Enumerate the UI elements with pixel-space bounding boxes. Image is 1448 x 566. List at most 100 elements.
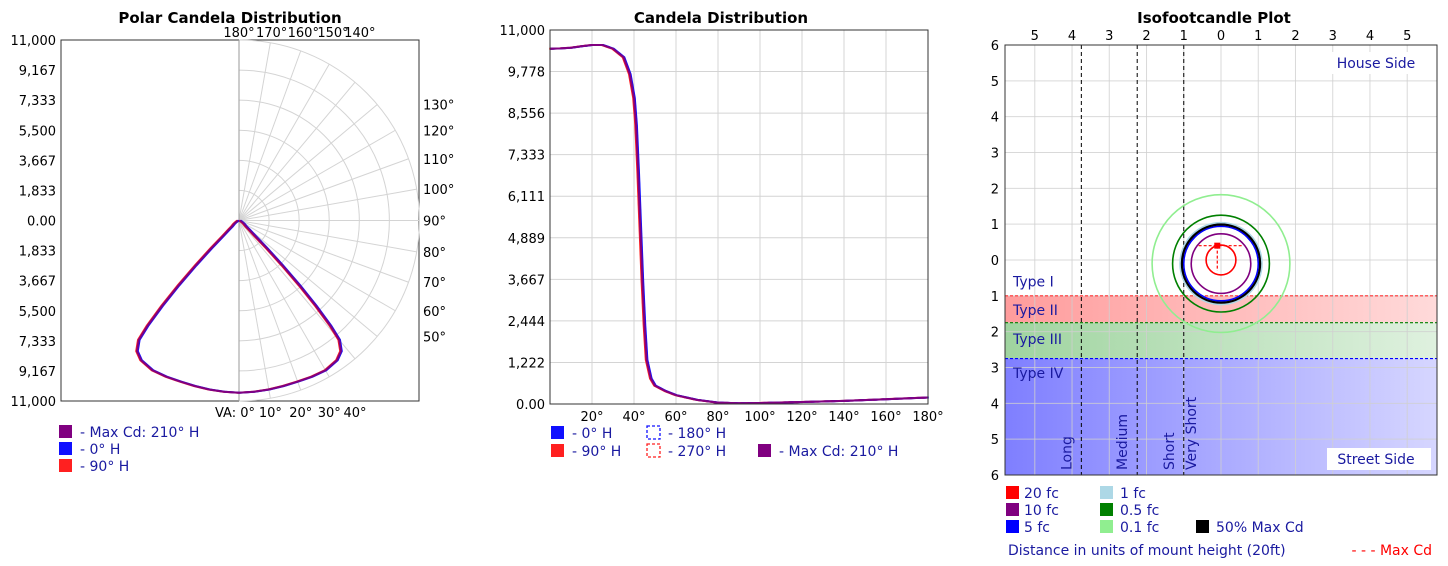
iso-legend: 20 fc 10 fc 5 fc 1 fc 0.5 fc 0.1 fc 50% … bbox=[1006, 486, 1432, 559]
iso-y-tick-labels: 6 5 4 3 2 1 0 1 2 3 4 5 6 bbox=[991, 39, 999, 484]
legend-label-1fc: 1 fc bbox=[1120, 486, 1146, 502]
polar-r-tick-label: 1,833 bbox=[19, 245, 56, 260]
linear-y-tick-label: 11,000 bbox=[500, 24, 546, 39]
legend-label-lin-90h: - 90° H bbox=[572, 444, 621, 460]
legend-label-10fc: 10 fc bbox=[1024, 503, 1059, 519]
iso-contour bbox=[1190, 232, 1252, 295]
linear-y-tick-label: 9,778 bbox=[508, 66, 545, 81]
linear-series-line bbox=[549, 44, 928, 405]
polar-spoke bbox=[238, 42, 271, 221]
legend-swatch-lin-0h bbox=[551, 426, 564, 439]
iso-x-tick-label: 1 bbox=[1180, 29, 1188, 44]
linear-series-line bbox=[549, 44, 928, 405]
iso-contour bbox=[1171, 214, 1271, 313]
polar-angle-label: 160° bbox=[288, 26, 319, 41]
polar-angle-label: 90° bbox=[423, 215, 446, 230]
iso-x-tick-label: 4 bbox=[1068, 29, 1076, 44]
iso-y-tick-label: 6 bbox=[991, 469, 999, 484]
linear-grid bbox=[550, 29, 929, 405]
iso-contour bbox=[1179, 221, 1263, 306]
range-line-label: Medium bbox=[1115, 414, 1131, 470]
iso-y-tick-label: 2 bbox=[991, 182, 999, 197]
polar-spoke bbox=[238, 158, 409, 221]
linear-curves bbox=[549, 44, 929, 405]
street-side-label: Street Side bbox=[1337, 452, 1414, 468]
linear-legend: - 0° H - 180° H - 90° H - 270° H - Max C… bbox=[551, 425, 898, 460]
type-band-label: Type III bbox=[1012, 332, 1062, 348]
linear-x-tick-label: 60° bbox=[664, 410, 687, 425]
polar-r-tick-label: 1,833 bbox=[19, 184, 56, 199]
polar-angle-label: VA: 0° bbox=[215, 406, 255, 421]
linear-y-tick-label: 7,333 bbox=[508, 149, 545, 164]
iso-chart: Isofootcandle Plot Long Medium Short Very S… bbox=[991, 9, 1438, 484]
linear-plot-frame bbox=[549, 29, 929, 405]
legend-swatch-lin-max-cd bbox=[758, 444, 771, 457]
polar-angle-label: 120° bbox=[423, 124, 454, 139]
linear-x-tick-label: 180° bbox=[912, 410, 943, 425]
polar-curves bbox=[135, 219, 343, 394]
polar-r-tick-label: 5,500 bbox=[19, 305, 56, 320]
type-band-label: Type II bbox=[1012, 303, 1058, 319]
polar-spoke bbox=[238, 220, 302, 391]
polar-r-tick-label: 9,167 bbox=[19, 64, 56, 79]
linear-y-tick-label: 0.00 bbox=[516, 398, 545, 413]
type-band-label: Type I bbox=[1012, 275, 1054, 291]
linear-series-line bbox=[550, 44, 929, 405]
legend-label-max-cd: - Max Cd: 210° H bbox=[80, 425, 199, 441]
iso-y-tick-label: 5 bbox=[991, 75, 999, 90]
iso-y-tick-label: 5 bbox=[991, 433, 999, 448]
range-line-label: Short bbox=[1162, 432, 1178, 470]
iso-x-tick-labels: 5 4 3 2 1 0 1 2 3 4 5 bbox=[1031, 29, 1412, 44]
street-side-box bbox=[1327, 448, 1431, 470]
polar-r-tick-label: 0.00 bbox=[27, 215, 56, 230]
polar-angle-label: 110° bbox=[423, 153, 454, 168]
legend-label-lin-max-cd: - Max Cd: 210° H bbox=[779, 444, 898, 460]
polar-r-tick-label: 7,333 bbox=[19, 335, 56, 350]
legend-swatch-max-cd bbox=[59, 425, 72, 438]
legend-label-max-cd-line: - - - Max Cd bbox=[1351, 543, 1432, 559]
legend-swatch-1fc bbox=[1100, 486, 1113, 499]
polar-angle-label: 150° bbox=[317, 26, 348, 41]
iso-x-tick-label: 3 bbox=[1329, 29, 1337, 44]
polar-r-tick-label: 3,667 bbox=[19, 154, 56, 169]
linear-x-tick-label: 20° bbox=[580, 410, 603, 425]
legend-swatch-01fc bbox=[1100, 520, 1113, 533]
polar-chart-title: Polar Candela Distribution bbox=[118, 9, 341, 27]
iso-chart-title: Isofootcandle Plot bbox=[1137, 9, 1291, 27]
linear-y-tick-label: 4,889 bbox=[508, 232, 545, 247]
legend-label-50max: 50% Max Cd bbox=[1216, 520, 1304, 536]
linear-series-line bbox=[550, 44, 929, 405]
iso-footer-label: Distance in units of mount height (20ft) bbox=[1008, 543, 1286, 559]
polar-grid bbox=[238, 39, 420, 402]
iso-y-tick-label: 4 bbox=[991, 397, 999, 412]
iso-x-tick-label: 5 bbox=[1403, 29, 1411, 44]
iso-contours bbox=[1151, 193, 1291, 334]
polar-r-tick-label: 5,500 bbox=[19, 124, 56, 139]
iso-contour bbox=[1151, 193, 1291, 334]
polar-angle-labels: 180° 170° 160°150°140° 130° 120° 110° 100° 90° 8… bbox=[215, 26, 454, 421]
range-line-label: Long bbox=[1059, 436, 1075, 470]
polar-spoke bbox=[238, 188, 417, 221]
iso-plot-frame bbox=[1004, 44, 1438, 476]
polar-angle-label: 70° bbox=[423, 276, 446, 291]
polar-spoke bbox=[238, 81, 356, 221]
linear-x-tick-label: 140° bbox=[828, 410, 859, 425]
max-cd-marker bbox=[1214, 242, 1221, 249]
linear-chart: Candela Distribution 0.00 1,222 2,444 3,667… bbox=[500, 9, 944, 425]
polar-spoke bbox=[238, 220, 417, 253]
polar-spoke bbox=[238, 104, 378, 221]
iso-y-tick-label: 3 bbox=[991, 362, 999, 377]
polar-angle-label: 140° bbox=[344, 26, 375, 41]
polar-angle-label: 80° bbox=[423, 246, 446, 261]
linear-x-tick-label: 80° bbox=[706, 410, 729, 425]
iso-x-tick-label: 1 bbox=[1254, 29, 1262, 44]
iso-y-tick-label: 4 bbox=[991, 111, 999, 126]
polar-angle-label: 10° bbox=[259, 406, 282, 421]
polar-radial-tick-labels: 11,000 9,167 7,333 5,500 3,667 1,833 0.00 1,833… bbox=[11, 34, 57, 410]
polar-angle-label: 20° bbox=[289, 406, 312, 421]
polar-angle-label: 50° bbox=[423, 331, 446, 346]
legend-label-20fc: 20 fc bbox=[1024, 486, 1059, 502]
house-side-label: House Side bbox=[1337, 56, 1416, 72]
